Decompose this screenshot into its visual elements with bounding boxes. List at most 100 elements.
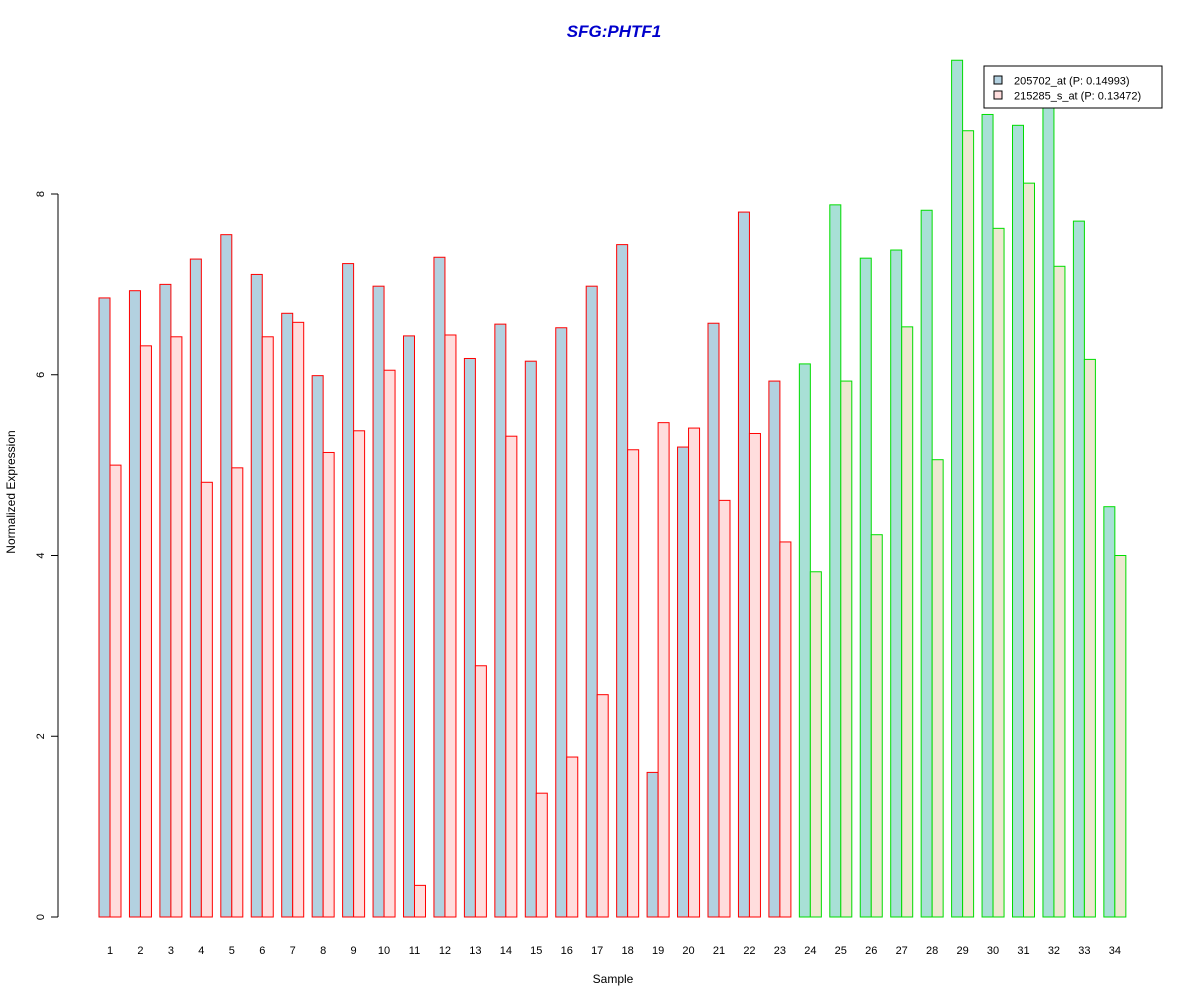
bar-sample-24-series-1 xyxy=(798,363,811,918)
bar-sample-16-series-1 xyxy=(555,327,568,918)
bar-sample-8-series-1 xyxy=(311,375,324,918)
bar-sample-3-series-1 xyxy=(159,283,172,918)
bar-sample-5-series-2 xyxy=(231,467,244,918)
x-tick-label: 9 xyxy=(351,945,357,957)
bar-sample-27-series-1 xyxy=(890,249,903,918)
x-tick-label: 29 xyxy=(956,945,968,957)
x-tick-label: 8 xyxy=(320,945,326,957)
bar-sample-17-series-2 xyxy=(596,694,609,918)
x-tick-label: 6 xyxy=(259,945,265,957)
x-tick-label: 22 xyxy=(743,945,755,957)
bar-sample-6-series-1 xyxy=(250,273,263,918)
x-tick-label: 26 xyxy=(865,945,877,957)
y-tick-label: 4 xyxy=(35,552,47,558)
x-tick-label: 10 xyxy=(378,945,390,957)
bar-sample-15-series-2 xyxy=(535,792,548,918)
bar-sample-16-series-2 xyxy=(566,756,579,918)
x-tick-label: 15 xyxy=(530,945,542,957)
bar-sample-1-series-1 xyxy=(98,297,111,918)
x-tick-label: 24 xyxy=(804,945,816,957)
x-tick-label: 17 xyxy=(591,945,603,957)
x-tick-label: 4 xyxy=(198,945,204,957)
bar-sample-14-series-2 xyxy=(505,435,518,918)
legend-label-series-1: 205702_at (P: 0.14993) xyxy=(1014,76,1130,88)
bar-sample-9-series-1 xyxy=(342,263,355,918)
bar-sample-20-series-1 xyxy=(677,446,690,918)
bar-sample-4-series-1 xyxy=(189,258,202,918)
bar-sample-17-series-1 xyxy=(585,285,598,918)
legend-swatch-series-1 xyxy=(993,75,1003,85)
x-tick-label: 30 xyxy=(987,945,999,957)
bar-sample-13-series-2 xyxy=(474,665,487,918)
legend-label-series-2: 215285_s_at (P: 0.13472) xyxy=(1014,91,1141,103)
x-tick-label: 14 xyxy=(500,945,512,957)
x-tick-label: 5 xyxy=(229,945,235,957)
bar-sample-29-series-1 xyxy=(951,59,964,918)
bar-sample-34-series-2 xyxy=(1114,555,1127,918)
bar-sample-15-series-1 xyxy=(524,360,537,918)
bars-group xyxy=(98,59,1127,918)
x-tick-label: 1 xyxy=(107,945,113,957)
bar-sample-10-series-1 xyxy=(372,285,385,918)
y-tick-label: 6 xyxy=(35,372,47,378)
x-tick-label: 34 xyxy=(1109,945,1121,957)
bar-sample-5-series-1 xyxy=(220,234,233,918)
bar-sample-2-series-2 xyxy=(139,345,152,918)
bar-sample-23-series-2 xyxy=(779,541,792,918)
x-tick-label: 27 xyxy=(896,945,908,957)
y-tick-label: 8 xyxy=(35,191,47,197)
bar-sample-2-series-1 xyxy=(128,290,141,918)
bar-sample-11-series-2 xyxy=(414,884,426,918)
bar-sample-12-series-1 xyxy=(433,256,446,918)
bar-sample-11-series-1 xyxy=(403,335,415,918)
bar-sample-28-series-2 xyxy=(931,459,944,918)
bar-sample-32-series-2 xyxy=(1053,265,1066,918)
bar-sample-21-series-1 xyxy=(707,322,720,918)
bar-sample-19-series-1 xyxy=(646,771,659,918)
y-tick-label: 0 xyxy=(35,914,47,920)
bar-sample-22-series-2 xyxy=(748,432,761,918)
bar-sample-23-series-1 xyxy=(768,380,781,918)
x-tick-label: 20 xyxy=(682,945,694,957)
bar-sample-34-series-1 xyxy=(1103,506,1116,918)
bar-sample-32-series-1 xyxy=(1042,104,1055,918)
x-tick-label: 19 xyxy=(652,945,664,957)
bar-sample-10-series-2 xyxy=(383,369,396,918)
bar-sample-9-series-2 xyxy=(353,430,366,918)
bar-sample-18-series-2 xyxy=(627,449,640,918)
bar-sample-29-series-2 xyxy=(962,130,975,918)
legend: 205702_at (P: 0.14993) 215285_s_at (P: 0… xyxy=(983,65,1163,109)
x-tick-label: 18 xyxy=(622,945,634,957)
legend-box xyxy=(983,65,1163,109)
y-axis: 0 2 4 6 8 xyxy=(35,191,59,920)
x-tick-label: 2 xyxy=(137,945,143,957)
bar-sample-13-series-1 xyxy=(463,357,476,918)
x-axis-title: Sample xyxy=(593,972,634,986)
bar-sample-20-series-2 xyxy=(688,427,701,918)
bar-sample-6-series-2 xyxy=(261,336,274,918)
bar-sample-3-series-2 xyxy=(170,336,183,918)
x-tick-label: 25 xyxy=(835,945,847,957)
bar-sample-30-series-2 xyxy=(992,227,1005,918)
x-tick-label: 12 xyxy=(439,945,451,957)
x-tick-labels: 1 2 3 4 5 6 7 8 9 10 11 12 13 14 15 16 17 18 19 20 21 22 23 24 2… xyxy=(107,945,1121,957)
x-tick-label: 3 xyxy=(168,945,174,957)
bar-sample-18-series-1 xyxy=(616,244,629,918)
bar-sample-33-series-1 xyxy=(1072,220,1085,918)
bar-sample-24-series-2 xyxy=(809,571,822,918)
x-tick-label: 11 xyxy=(409,945,420,957)
bar-sample-33-series-2 xyxy=(1083,358,1096,918)
bar-sample-31-series-2 xyxy=(1023,182,1035,918)
bar-sample-26-series-1 xyxy=(859,257,872,918)
bar-sample-12-series-2 xyxy=(444,334,457,918)
x-tick-label: 28 xyxy=(926,945,938,957)
bar-sample-21-series-2 xyxy=(718,499,731,918)
x-tick-label: 23 xyxy=(774,945,786,957)
bar-sample-30-series-1 xyxy=(981,113,994,918)
bar-sample-7-series-2 xyxy=(292,321,305,918)
x-tick-label: 33 xyxy=(1078,945,1090,957)
chart-title: SFG:PHTF1 xyxy=(567,22,661,41)
y-axis-title: Normalized Expression xyxy=(4,430,18,553)
x-tick-label: 16 xyxy=(561,945,573,957)
bar-sample-22-series-1 xyxy=(737,211,750,918)
